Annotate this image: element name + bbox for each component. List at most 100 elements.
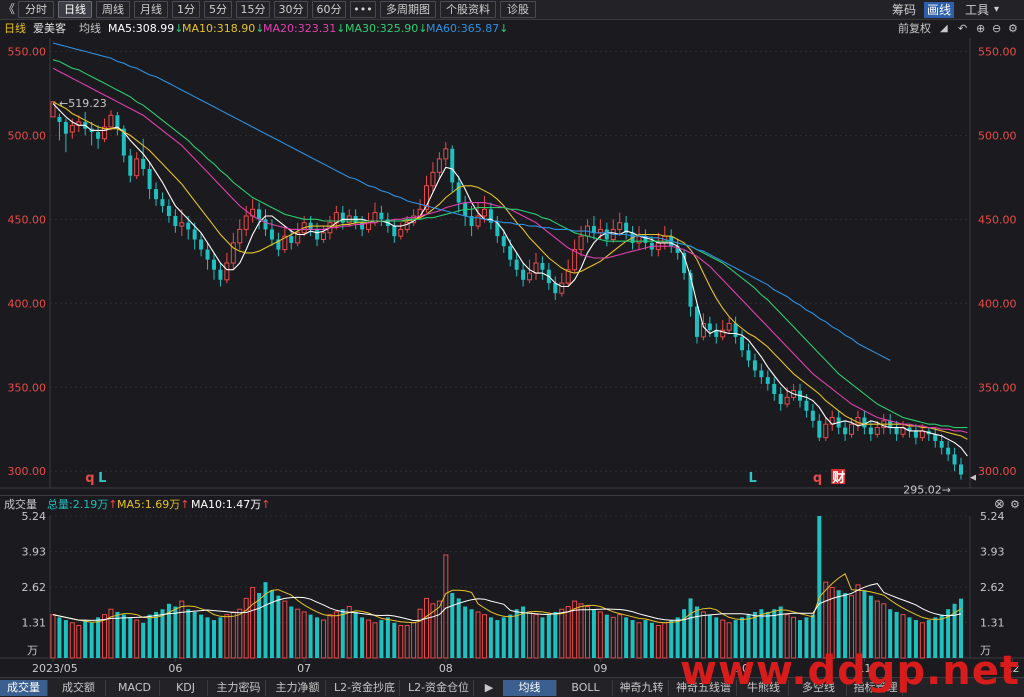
period-toolbar: 《 分时 日线 周线 月线 1分 5分 15分 30分 60分 ••• 多周期图 个股资料 诊股 筹码 … xyxy=(0,0,1024,20)
ma30-line xyxy=(52,59,968,429)
indicator-tab-7[interactable]: L2-资金仓位 xyxy=(404,680,474,696)
overlay-tab-6[interactable]: 指标管理 xyxy=(849,680,903,696)
volume-bar xyxy=(888,609,893,658)
volume-bar xyxy=(926,620,931,658)
close-icon[interactable]: ⊗ xyxy=(994,497,1005,512)
candle-body xyxy=(894,427,899,435)
period-button-5[interactable]: 5分 xyxy=(204,1,232,18)
candle-body xyxy=(218,269,223,280)
indicator-tab-1[interactable]: 成交额 xyxy=(52,680,106,696)
overlay-tab-0[interactable]: 均线 xyxy=(503,680,557,696)
overlay-tab-4[interactable]: 牛熊线 xyxy=(739,680,789,696)
period-button-2[interactable]: 周线 xyxy=(96,1,130,18)
volume-bar xyxy=(450,592,455,658)
hide-icon[interactable]: ◢ xyxy=(940,23,948,34)
indicator-tab-3[interactable]: KDJ xyxy=(164,680,208,696)
volume-bar xyxy=(154,611,159,658)
volume-tick-label-right: 1.31 xyxy=(980,617,1005,630)
period-button-8[interactable]: 60分 xyxy=(312,1,346,18)
candle-body xyxy=(514,259,519,270)
volume-bar xyxy=(784,614,790,659)
period-button-3[interactable]: 月线 xyxy=(134,1,168,18)
volume-bar xyxy=(340,609,345,658)
indicator-tab-4[interactable]: 主力密码 xyxy=(212,680,266,696)
undo-icon[interactable]: ↶ xyxy=(958,22,968,35)
adjust-mode[interactable]: 前复权 xyxy=(898,22,931,35)
volume-tick-label-left: 1.31 xyxy=(22,617,47,630)
zoom-out-icon[interactable]: ⊖ xyxy=(992,22,1002,35)
chevron-down-icon[interactable]: ▾ xyxy=(994,4,1000,15)
period-button-6[interactable]: 15分 xyxy=(236,1,270,18)
candle-body xyxy=(868,427,873,435)
indicator-tabs: 成交量 成交额 MACD KDJ 主力密码 主力净额 L2-资金抄底 L2-资金仓位 ▶ 均线… xyxy=(0,677,1024,697)
tools-menu[interactable]: 工具 xyxy=(965,3,990,17)
volume-bar xyxy=(269,590,274,658)
volume-bar xyxy=(192,611,197,658)
gear-icon[interactable]: ⚙ xyxy=(1010,498,1020,511)
candle-body xyxy=(160,199,165,206)
indicator-tab-2[interactable]: MACD xyxy=(110,680,160,696)
zoom-in-icon[interactable]: ⊕ xyxy=(976,22,986,35)
candle-body xyxy=(443,148,449,160)
volume-bar xyxy=(218,617,223,658)
period-button-7[interactable]: 30分 xyxy=(274,1,308,18)
period-button-12[interactable]: 诊股 xyxy=(500,1,536,18)
volume-bar xyxy=(946,609,951,658)
overlay-tab-3[interactable]: 神奇五线谱 xyxy=(671,680,737,696)
volume-bar xyxy=(565,606,571,659)
collapse-icon[interactable]: 《 xyxy=(3,2,16,16)
overlay-tab-2[interactable]: 神奇九转 xyxy=(615,680,669,696)
candle-body xyxy=(700,322,706,338)
overlay-tab-1[interactable]: BOLL xyxy=(559,680,613,696)
volume-tick-label-left: 5.24 xyxy=(22,510,47,523)
down-arrow-icon: ↓ xyxy=(499,22,509,35)
volume-bar xyxy=(843,592,848,658)
volume-bar xyxy=(855,584,861,659)
volume-bar xyxy=(481,614,487,659)
overlay-tab-5[interactable]: 多空线 xyxy=(791,680,847,696)
indicator-tab-6[interactable]: L2-资金抄底 xyxy=(330,680,400,696)
scroll-right-icon[interactable]: ▶ xyxy=(484,681,494,694)
candle-body xyxy=(559,282,565,294)
period-button-1[interactable]: 日线 xyxy=(58,1,92,18)
avg-line-label[interactable]: 均线 xyxy=(79,22,101,35)
volume-bars xyxy=(50,516,963,659)
total-volume: 总量:2.19万↑ xyxy=(47,498,118,511)
candle-body xyxy=(96,132,101,139)
indicator-tab-0[interactable]: 成交量 xyxy=(0,680,48,696)
candle-body xyxy=(263,219,268,230)
volume-unit-right: 万 xyxy=(980,644,991,657)
volume-bar xyxy=(959,598,963,658)
volume-bar xyxy=(417,608,423,659)
candle-body xyxy=(533,262,539,274)
volume-bar xyxy=(257,592,262,658)
volume-bar xyxy=(141,622,146,658)
volume-bar xyxy=(630,620,635,658)
volume-bar xyxy=(933,617,938,658)
candle-body xyxy=(553,283,558,294)
gear-icon[interactable]: ⚙ xyxy=(1008,22,1018,35)
volume-bar xyxy=(179,600,185,659)
period-button-11[interactable]: 个股资料 xyxy=(440,1,496,18)
volume-bar xyxy=(610,616,616,659)
volume-bar xyxy=(237,608,243,659)
stock-chart[interactable]: 550.00 550.00 500.00 500.00 450.00 450.00 400.… xyxy=(0,38,1024,677)
volume-bar xyxy=(720,619,726,659)
period-button-0[interactable]: 分时 xyxy=(18,1,54,18)
draw-line-link[interactable]: 画线 xyxy=(924,2,955,18)
down-arrow-icon: ↓ xyxy=(336,22,346,35)
volume-bar xyxy=(752,611,757,658)
period-button-4[interactable]: 1分 xyxy=(172,1,200,18)
candle-body xyxy=(488,209,493,223)
period-button-10[interactable]: 多周期图 xyxy=(380,1,436,18)
candlestick-series xyxy=(50,101,963,480)
volume-ma-lines xyxy=(52,573,962,624)
candle-body xyxy=(398,228,404,237)
indicator-tab-5[interactable]: 主力净额 xyxy=(270,680,326,696)
chip-distribution-link[interactable]: 筹码 xyxy=(892,3,917,17)
period-button-9[interactable]: ••• xyxy=(350,1,376,18)
volume-bar xyxy=(759,609,764,658)
price-tick-label-right: 400.00 xyxy=(978,297,1017,310)
candle-body xyxy=(746,350,751,361)
